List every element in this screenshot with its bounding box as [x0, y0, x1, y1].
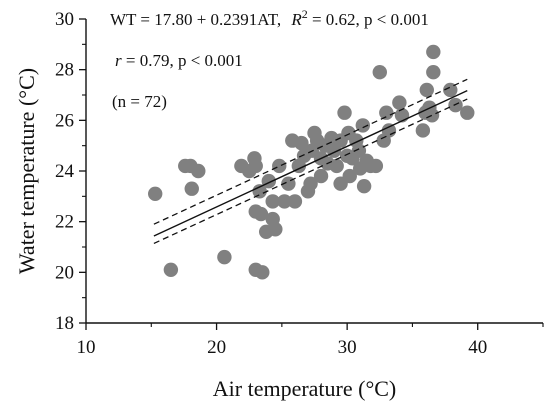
- data-point: [356, 179, 372, 194]
- data-point: [252, 184, 267, 199]
- regression-equation: WT = 17.80 + 0.2391AT, R2 = 0.62, p < 0.…: [110, 7, 429, 29]
- correlation-annotation: r = 0.79, p < 0.001: [115, 51, 243, 70]
- confidence-band-lower: [153, 98, 468, 245]
- y-axis-title: Water temperature (°C): [14, 68, 39, 274]
- data-point: [248, 158, 263, 174]
- data-point: [313, 168, 329, 184]
- data-point: [426, 44, 441, 60]
- data-point: [426, 65, 441, 80]
- data-point: [379, 105, 394, 120]
- data-point: [355, 118, 371, 133]
- y-tick-label: 22: [55, 212, 74, 233]
- x-tick-label: 30: [338, 337, 357, 358]
- x-tick-label: 10: [77, 337, 96, 358]
- data-point: [268, 222, 283, 237]
- data-point: [265, 194, 280, 209]
- data-point: [191, 163, 206, 179]
- data-point: [419, 82, 434, 98]
- y-tick-label: 26: [55, 110, 74, 131]
- data-point: [342, 168, 357, 184]
- data-point: [329, 158, 344, 174]
- y-tick-label: 30: [55, 9, 74, 30]
- data-point: [163, 262, 179, 277]
- data-point: [255, 265, 270, 280]
- data-point: [337, 105, 352, 120]
- data-point: [184, 181, 199, 196]
- data-point: [368, 158, 384, 174]
- data-point: [424, 108, 440, 123]
- data-point: [443, 82, 458, 98]
- annotation-group: WT = 17.80 + 0.2391AT, R2 = 0.62, p < 0.…: [110, 7, 429, 111]
- y-tick-label: 20: [55, 262, 74, 283]
- x-axis-title: Air temperature (°C): [213, 376, 397, 401]
- data-point: [217, 249, 232, 265]
- data-point: [351, 143, 367, 158]
- data-point: [248, 204, 263, 219]
- data-point: [277, 194, 292, 209]
- data-point: [148, 186, 163, 201]
- data-point: [261, 173, 276, 189]
- data-point: [287, 194, 303, 209]
- data-point: [392, 95, 407, 110]
- data-point: [303, 176, 318, 191]
- y-tick-label: 28: [55, 60, 74, 81]
- x-tick-label: 40: [468, 337, 487, 358]
- data-point: [381, 123, 397, 138]
- y-tick-label: 18: [55, 313, 74, 334]
- data-point: [272, 158, 287, 174]
- data-point: [372, 65, 387, 80]
- data-point: [294, 135, 309, 151]
- regression-line: [153, 89, 468, 237]
- data-point: [415, 123, 431, 138]
- x-tick-label: 20: [207, 337, 226, 358]
- sample-size-annotation: (n = 72): [112, 92, 167, 111]
- y-tick-label: 24: [55, 161, 75, 182]
- data-point: [460, 105, 475, 120]
- confidence-band-upper: [153, 78, 468, 225]
